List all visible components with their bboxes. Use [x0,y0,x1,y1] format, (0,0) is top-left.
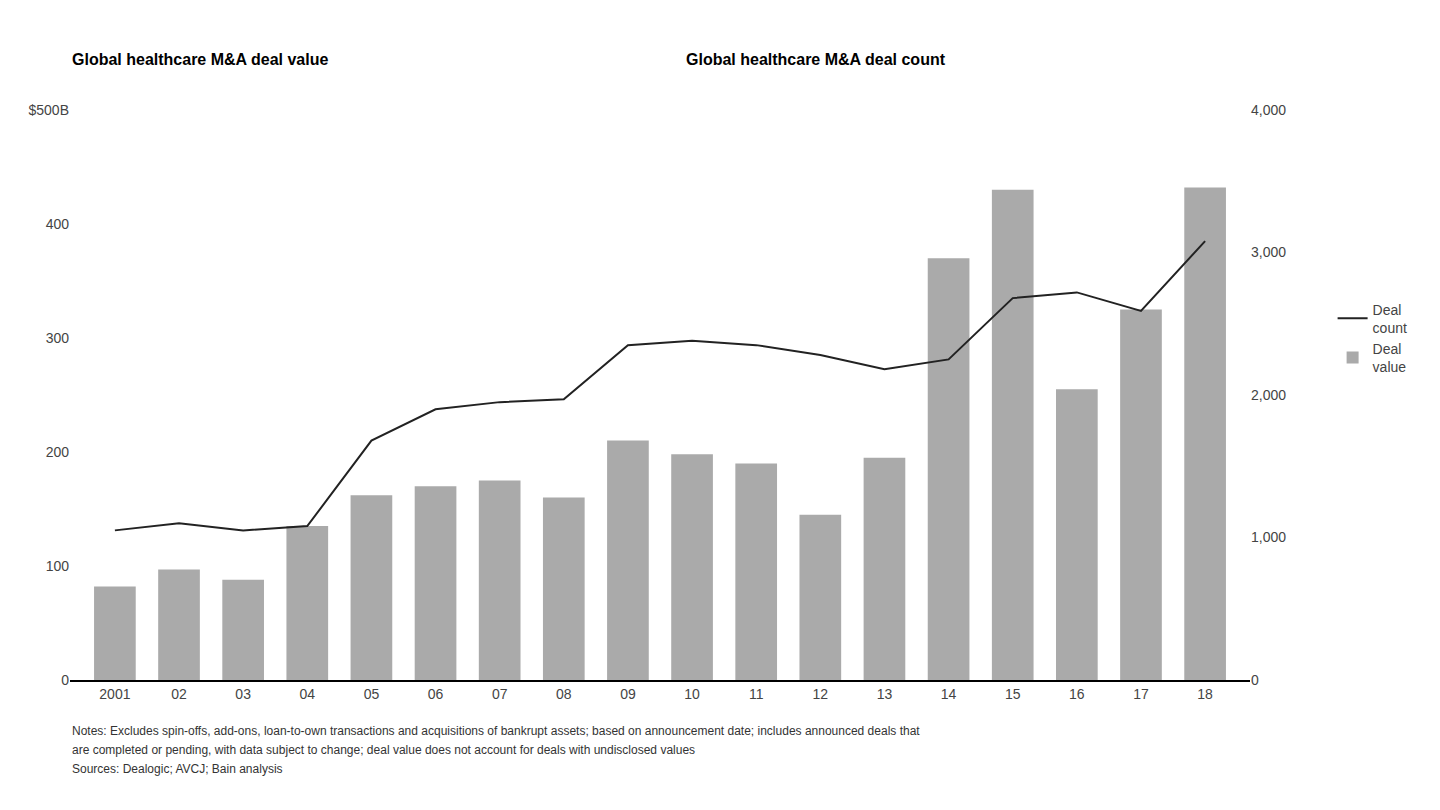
svg-text:0: 0 [61,672,69,688]
svg-text:05: 05 [364,686,380,702]
svg-text:400: 400 [46,216,70,232]
svg-text:Notes: Excludes spin-offs, add: Notes: Excludes spin-offs, add-ons, loan… [72,724,920,738]
svg-text:11: 11 [749,686,764,702]
svg-text:1,000: 1,000 [1251,529,1286,545]
svg-text:Dealcount: Dealcount [1373,302,1407,336]
svg-text:16: 16 [1069,686,1085,702]
svg-text:Global healthcare M&A deal cou: Global healthcare M&A deal count [686,51,946,68]
svg-text:06: 06 [428,686,444,702]
svg-text:0: 0 [1251,672,1259,688]
svg-text:4,000: 4,000 [1251,102,1286,118]
svg-text:09: 09 [620,686,636,702]
svg-text:15: 15 [1005,686,1021,702]
svg-text:07: 07 [492,686,508,702]
svg-text:Sources: Dealogic; AVCJ; Bain: Sources: Dealogic; AVCJ; Bain analysis [72,762,283,776]
svg-text:17: 17 [1133,686,1149,702]
svg-text:2001: 2001 [99,686,130,702]
svg-text:04: 04 [299,686,315,702]
svg-text:10: 10 [684,686,700,702]
svg-text:are completed or pending, with: are completed or pending, with data subj… [72,743,695,757]
svg-text:02: 02 [171,686,187,702]
svg-text:300: 300 [46,330,70,346]
svg-text:$500B: $500B [29,102,69,118]
svg-text:18: 18 [1197,686,1213,702]
svg-text:03: 03 [235,686,251,702]
svg-text:3,000: 3,000 [1251,244,1286,260]
svg-text:Global healthcare M&A deal val: Global healthcare M&A deal value [72,51,328,68]
svg-text:12: 12 [813,686,829,702]
svg-text:13: 13 [877,686,893,702]
svg-text:Dealvalue: Dealvalue [1373,341,1407,375]
svg-text:14: 14 [941,686,957,702]
svg-text:100: 100 [46,558,70,574]
svg-text:2,000: 2,000 [1251,387,1286,403]
svg-text:08: 08 [556,686,572,702]
svg-text:200: 200 [46,444,70,460]
